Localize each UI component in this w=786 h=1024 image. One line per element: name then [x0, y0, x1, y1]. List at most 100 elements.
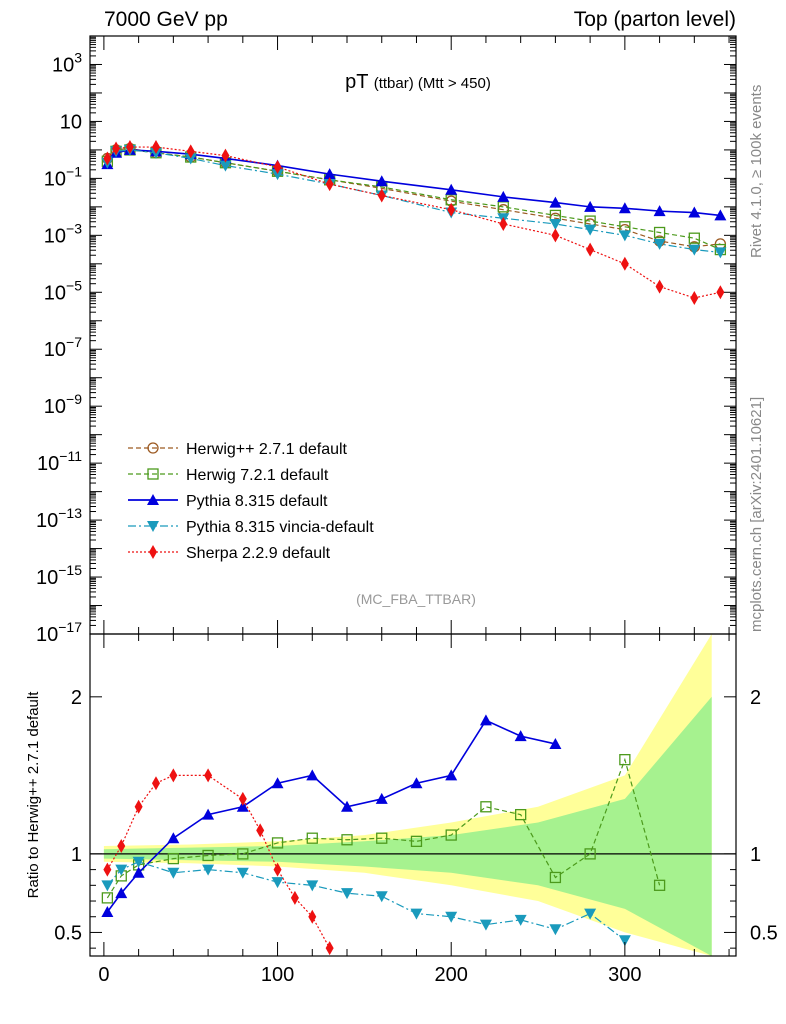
- ratio-y-tick-label: 0.5: [54, 922, 82, 944]
- ratio-y-axis-label: Ratio to Herwig++ 2.7.1 default: [25, 691, 42, 899]
- ratio-data-point: [480, 801, 492, 813]
- ratio-series-3: [103, 768, 334, 956]
- legend-label: Pythia 8.315 vincia-default: [186, 519, 374, 536]
- ratio-data-point: [479, 714, 492, 726]
- y-tick-label: 10−17: [36, 619, 82, 646]
- ratio-data-point: [653, 879, 666, 891]
- x-axis: [103, 36, 730, 956]
- main-data-point: [271, 169, 284, 181]
- ratio-data-point: [445, 769, 458, 781]
- ratio-band-green: [103, 696, 712, 956]
- ratio-data-point: [410, 908, 423, 920]
- main-data-point: [688, 206, 701, 218]
- y-tick-label: 10−3: [44, 220, 82, 247]
- plot-title: pT (ttbar) (Mtt > 450): [345, 71, 491, 93]
- main-data-point: [549, 196, 562, 208]
- main-data-point: [618, 230, 631, 242]
- ratio-data-point: [584, 848, 596, 860]
- ratio-series-2: [101, 856, 631, 947]
- main-data-point: [151, 140, 160, 155]
- ratio-data-point: [549, 924, 562, 936]
- ratio-data-point: [103, 862, 112, 877]
- main-data-point: [125, 140, 134, 155]
- ratio-data-point: [341, 800, 354, 812]
- y-tick-label: 10: [60, 111, 82, 133]
- main-series-line: [106, 149, 721, 251]
- legend-entry: Herwig++ 2.7.1 default: [128, 441, 348, 458]
- ratio-data-point: [308, 909, 317, 924]
- ratio-data-point: [515, 808, 527, 821]
- ratio-data-point: [549, 871, 562, 884]
- ratio-data-point: [445, 829, 457, 841]
- header-energy: 7000 GeV pp: [104, 8, 228, 31]
- ratio-data-point: [306, 832, 318, 844]
- main-data-point: [688, 232, 700, 244]
- ratio-data-point: [115, 864, 128, 876]
- ratio-data-point: [618, 935, 631, 947]
- main-data-point: [653, 226, 666, 239]
- legend-entry: Pythia 8.315 default: [128, 493, 328, 510]
- ratio-data-point: [375, 891, 388, 903]
- y-tick-label: 10−11: [37, 448, 82, 475]
- ratio-data-point: [549, 737, 562, 749]
- ratio-data-point: [271, 837, 284, 849]
- ratio-data-point: [445, 911, 458, 923]
- main-series-1: [101, 144, 727, 256]
- ratio-data-point: [619, 754, 631, 766]
- ratio-data-point: [101, 892, 114, 904]
- ratio-data-point: [204, 768, 213, 783]
- side-label-rivet-version: Rivet 4.1.0, ≥ 100k events: [748, 84, 765, 258]
- main-data-point: [375, 175, 388, 187]
- main-data-point: [112, 141, 121, 156]
- y-tick-label: 103: [52, 49, 82, 76]
- ratio-series-0: [101, 754, 666, 904]
- ratio-data-point: [132, 866, 145, 878]
- ratio-y-axis: [90, 696, 736, 949]
- x-tick-label: 300: [608, 964, 641, 986]
- ratio-data-point: [237, 848, 249, 860]
- ratio-data-point: [290, 890, 299, 905]
- legend-marker: [147, 468, 159, 480]
- ratio-data-point: [101, 906, 114, 918]
- legend-label: Herwig++ 2.7.1 default: [186, 441, 348, 458]
- ratio-data-point: [306, 880, 319, 892]
- ratio-data-point: [341, 888, 354, 900]
- main-data-point: [497, 190, 510, 202]
- main-data-point: [551, 228, 560, 243]
- main-data-point: [655, 279, 664, 294]
- ratio-data-point: [514, 730, 527, 742]
- ratio-y-tick-label-right: 1: [750, 844, 761, 866]
- header-process: Top (parton level): [573, 8, 736, 31]
- ratio-y-tick-label: 2: [71, 687, 82, 709]
- ratio-data-point: [584, 908, 597, 920]
- main-data-point: [325, 177, 334, 192]
- main-data-point: [273, 159, 282, 174]
- main-data-point: [584, 224, 597, 236]
- ratio-data-point: [273, 862, 282, 877]
- ratio-data-point: [101, 880, 114, 892]
- ratio-data-point: [410, 777, 423, 789]
- ratio-data-point: [117, 839, 126, 854]
- main-data-point: [653, 238, 666, 250]
- main-data-point: [549, 218, 562, 230]
- legend-marker: [147, 521, 159, 532]
- y-tick-label: 10−15: [36, 562, 82, 589]
- main-data-point: [586, 242, 595, 257]
- ratio-y-tick-label-right: 0.5: [750, 922, 778, 944]
- ratio-data-point: [167, 852, 180, 865]
- main-series-4: [103, 140, 725, 305]
- ratio-data-point: [236, 800, 249, 812]
- main-data-point: [620, 256, 629, 271]
- x-tick-label: 100: [261, 964, 294, 986]
- y-tick-label: 10−1: [44, 163, 82, 190]
- x-tick-label: 200: [435, 964, 468, 986]
- ratio-data-point: [410, 835, 423, 847]
- main-data-point: [714, 247, 727, 259]
- ratio-data-point: [376, 832, 388, 844]
- legend-marker: [149, 545, 157, 559]
- analysis-tag: (MC_FBA_TTBAR): [356, 591, 476, 607]
- legend-label: Pythia 8.315 default: [186, 493, 328, 510]
- ratio-data-point: [325, 941, 334, 956]
- ratio-series-line: [106, 757, 661, 899]
